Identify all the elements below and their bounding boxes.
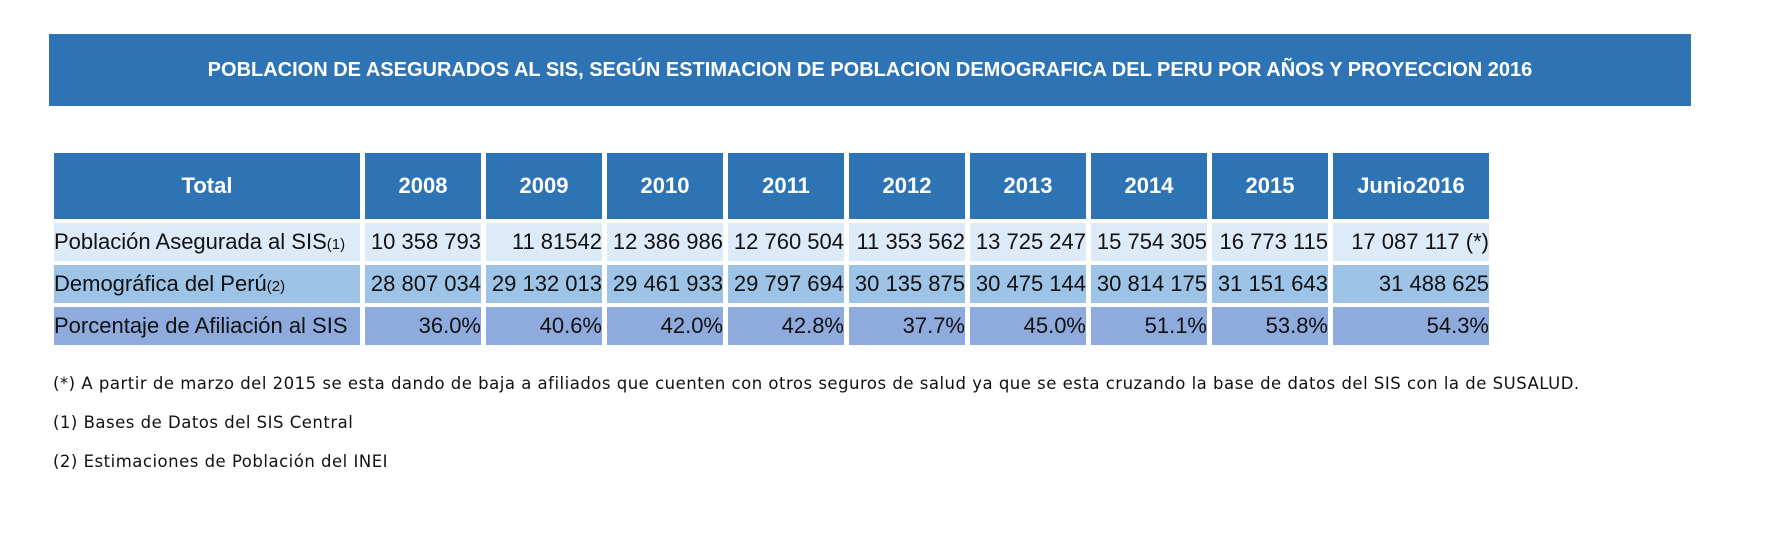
header-cell-2015: 2015 — [1212, 153, 1328, 219]
footnotes: (*) A partir de marzo del 2015 se esta d… — [53, 370, 1693, 487]
data-table: Total 2008 2009 2010 2011 2012 2013 2014… — [49, 149, 1494, 349]
table-cell: 40.6% — [486, 307, 602, 345]
header-cell-2008: 2008 — [365, 153, 481, 219]
header-cell-2009: 2009 — [486, 153, 602, 219]
table-cell: 10 358 793 — [365, 223, 481, 261]
row-ref: (2) — [266, 278, 286, 295]
table-cell: 54.3% — [1333, 307, 1489, 345]
row-label: Demográfica del Perú — [54, 271, 267, 296]
table-row-demografica: Demográfica del Perú(2) 28 807 034 29 13… — [54, 265, 1489, 303]
table-cell: 16 773 115 — [1212, 223, 1328, 261]
header-cell-2011: 2011 — [728, 153, 844, 219]
footnote-asterisk: (*) A partir de marzo del 2015 se esta d… — [53, 374, 1580, 393]
table-cell: 11 353 562 — [849, 223, 965, 261]
header-cell-2010: 2010 — [607, 153, 723, 219]
table-cell: 13 725 247 — [970, 223, 1086, 261]
header-cell-2012: 2012 — [849, 153, 965, 219]
table-cell: 28 807 034 — [365, 265, 481, 303]
header-cell-junio2016: Junio2016 — [1333, 153, 1489, 219]
footnote-2: (2) Estimaciones de Población del INEI — [53, 452, 388, 471]
header-cell-total: Total — [54, 153, 360, 219]
row-ref: (1) — [326, 236, 346, 253]
header-row: Total 2008 2009 2010 2011 2012 2013 2014… — [54, 153, 1489, 219]
table-cell: 30 475 144 — [970, 265, 1086, 303]
table-cell: 31 151 643 — [1212, 265, 1328, 303]
table-cell: 31 488 625 — [1333, 265, 1489, 303]
table-cell: 15 754 305 — [1091, 223, 1207, 261]
row-label-cell: Porcentaje de Afiliación al SIS — [54, 307, 360, 345]
row-label-cell: Demográfica del Perú(2) — [54, 265, 360, 303]
table-cell: 11 81542 — [486, 223, 602, 261]
table-cell: 51.1% — [1091, 307, 1207, 345]
footnote-1: (1) Bases de Datos del SIS Central — [53, 413, 354, 432]
table-cell: 30 135 875 — [849, 265, 965, 303]
table-cell: 37.7% — [849, 307, 965, 345]
table-row-poblacion-asegurada: Población Asegurada al SIS(1) 10 358 793… — [54, 223, 1489, 261]
table-cell: 30 814 175 — [1091, 265, 1207, 303]
row-label: Población Asegurada al SIS — [54, 229, 327, 254]
table-cell: 36.0% — [365, 307, 481, 345]
header-cell-2014: 2014 — [1091, 153, 1207, 219]
table-cell: 12 386 986 — [607, 223, 723, 261]
table-cell: 17 087 117 (*) — [1333, 223, 1489, 261]
table-cell: 29 797 694 — [728, 265, 844, 303]
table-cell: 42.0% — [607, 307, 723, 345]
table-cell: 45.0% — [970, 307, 1086, 345]
header-cell-2013: 2013 — [970, 153, 1086, 219]
table-cell: 29 461 933 — [607, 265, 723, 303]
table-title-banner: POBLACION DE ASEGURADOS AL SIS, SEGÚN ES… — [49, 34, 1691, 106]
table-cell: 12 760 504 — [728, 223, 844, 261]
table-cell: 53.8% — [1212, 307, 1328, 345]
table-title: POBLACION DE ASEGURADOS AL SIS, SEGÚN ES… — [207, 58, 1533, 81]
table-cell: 29 132 013 — [486, 265, 602, 303]
table-cell: 42.8% — [728, 307, 844, 345]
row-label: Porcentaje de Afiliación al SIS — [54, 313, 348, 338]
row-label-cell: Población Asegurada al SIS(1) — [54, 223, 360, 261]
table-row-porcentaje: Porcentaje de Afiliación al SIS 36.0% 40… — [54, 307, 1489, 345]
